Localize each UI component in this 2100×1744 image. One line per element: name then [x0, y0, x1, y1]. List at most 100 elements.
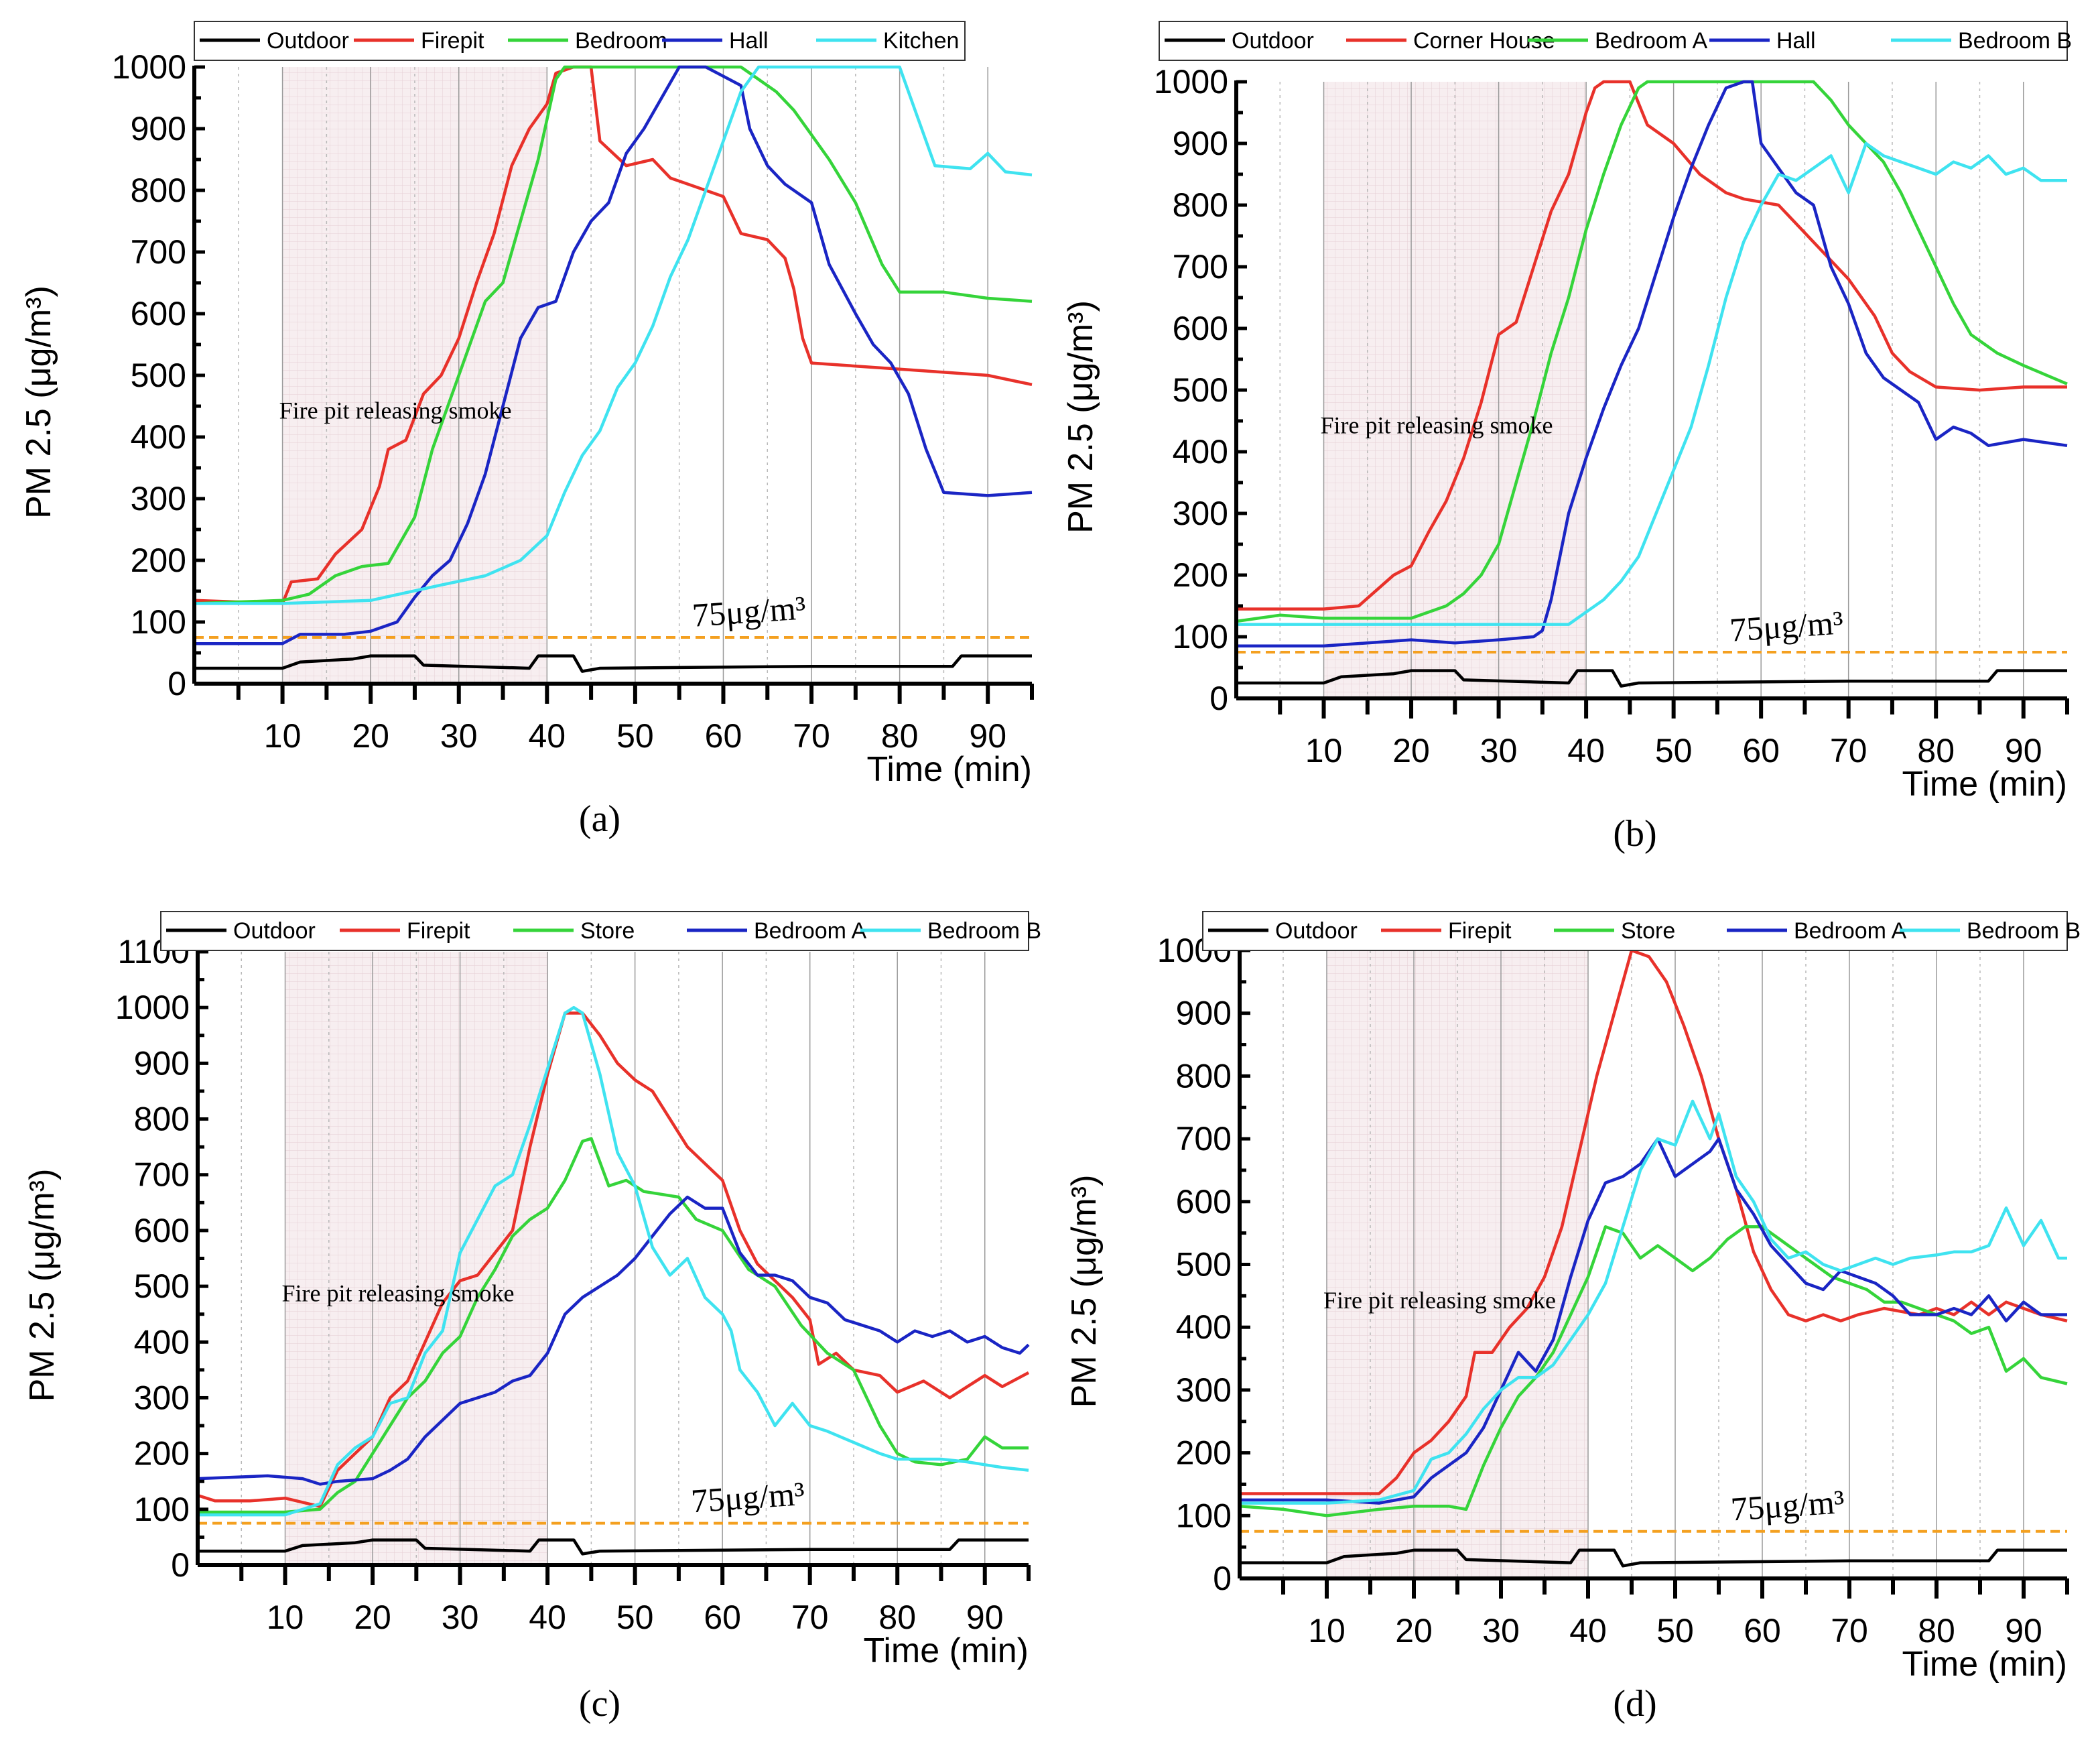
x-tick-label: 50: [616, 1599, 654, 1636]
legend-item: Bedroom A: [1528, 28, 1708, 54]
y-tick-label: 200: [1173, 556, 1228, 594]
y-tick-label: 300: [134, 1379, 190, 1416]
y-tick-label: 800: [1173, 186, 1228, 224]
x-tick-label: 30: [1482, 1612, 1520, 1649]
legend-label: Bedroom A: [754, 918, 867, 944]
y-tick-label: 100: [1173, 618, 1228, 656]
x-tick-label: 10: [1305, 732, 1343, 769]
annotation-fire-pit: Fire pit releasing smoke: [279, 397, 512, 424]
legend: Outdoor Corner House Bedroom A Hall Bedroom …: [1159, 21, 2072, 61]
y-tick-label: 200: [131, 542, 186, 579]
y-tick-label: 100: [131, 603, 186, 641]
legend-label: Firepit: [407, 918, 470, 944]
y-tick-label: 400: [1173, 433, 1228, 471]
series-line-store: [1239, 1225, 2068, 1517]
series-line-outdoor: [1236, 669, 2067, 688]
legend-label: Kitchen: [883, 28, 959, 54]
y-tick-label: 1000: [115, 989, 190, 1026]
y-tick-label: 300: [1173, 495, 1228, 532]
x-tick-label: 20: [1392, 732, 1430, 769]
legend-label: Store: [580, 918, 635, 944]
y-tick-label: 800: [134, 1101, 190, 1138]
legend-label: Firepit: [1448, 918, 1512, 944]
legend-item: Outdoor: [1208, 918, 1358, 944]
legend-label: Outdoor: [1232, 28, 1314, 54]
y-tick-label: 0: [1213, 1560, 1232, 1597]
series-line-bedroom: [194, 65, 1033, 605]
legend: Outdoor Firepit Store Bedroom A Bedroom B: [160, 911, 1041, 951]
panel-caption: (c): [579, 1683, 620, 1725]
y-tick-label: 600: [1176, 1183, 1232, 1221]
x-tick-label: 40: [529, 1599, 566, 1636]
x-axis-title: Time (min): [1902, 1645, 2068, 1684]
y-tick-label: 200: [1176, 1434, 1232, 1472]
x-tick-label: 10: [1308, 1612, 1346, 1649]
y-axis-title: PM 2.5 (μg/m³): [19, 286, 58, 519]
x-tick-label: 50: [616, 717, 654, 755]
legend-item: Hall: [662, 28, 769, 54]
panel-caption: (b): [1613, 813, 1656, 855]
x-axis-title: Time (min): [864, 1631, 1029, 1670]
y-tick-label: 700: [134, 1156, 190, 1194]
y-tick-label: 700: [131, 233, 186, 271]
x-axis-title: Time (min): [867, 750, 1033, 789]
y-tick-label: 1000: [1154, 63, 1228, 101]
y-tick-label: 900: [1173, 125, 1228, 162]
series-line-bedroom-a: [197, 1195, 1030, 1486]
series-line-kitchen: [194, 65, 1033, 605]
x-tick-label: 80: [1918, 1612, 1955, 1649]
legend-item: Store: [513, 918, 635, 944]
series-line-bedroom-b: [1240, 1099, 2067, 1505]
y-tick-label: 500: [131, 357, 186, 394]
legend-label: Bedroom A: [1595, 28, 1708, 54]
panel-caption: (d): [1613, 1683, 1656, 1725]
legend-label: Bedroom: [575, 28, 667, 54]
threshold-label: 75μg/m³: [1729, 603, 1845, 649]
x-tick-label: 10: [264, 717, 302, 755]
x-tick-label: 90: [969, 717, 1006, 755]
x-tick-label: 70: [1831, 1612, 1868, 1649]
x-tick-label: 20: [352, 717, 389, 755]
x-tick-label: 30: [440, 717, 478, 755]
y-tick-label: 100: [134, 1491, 190, 1528]
legend-item: Firepit: [354, 28, 484, 54]
x-tick-label: 50: [1656, 1612, 1694, 1649]
legend: Outdoor Firepit Store Bedroom A Bedroom B: [1202, 911, 2081, 951]
legend-item: Hall: [1709, 28, 1816, 54]
series-line-bedroom-a: [1240, 1137, 2067, 1505]
legend-label: Bedroom B: [927, 918, 1041, 944]
x-tick-label: 60: [1744, 1612, 1781, 1649]
x-tick-label: 40: [1569, 1612, 1607, 1649]
legend-label: Outdoor: [267, 28, 349, 54]
y-tick-label: 0: [1209, 680, 1228, 717]
threshold-label: 75μg/m³: [1729, 1483, 1845, 1528]
x-tick-label: 30: [442, 1599, 479, 1636]
x-tick-label: 20: [1395, 1612, 1433, 1649]
chart-panel-a: 0 100 200 300 400 500 600 700 800 900 1000 10 20 30 40…: [19, 21, 1034, 840]
x-tick-label: 40: [529, 717, 566, 755]
x-tick-label: 20: [354, 1599, 391, 1636]
y-tick-label: 700: [1176, 1120, 1232, 1158]
y-tick-label: 200: [134, 1435, 190, 1473]
legend-label: Hall: [1776, 28, 1816, 54]
x-tick-label: 90: [2005, 1612, 2042, 1649]
y-axis-title: PM 2.5 (μg/m³): [23, 1169, 62, 1402]
legend-label: Bedroom A: [1794, 918, 1907, 944]
y-tick-label: 300: [131, 480, 186, 517]
x-tick-label: 70: [1830, 732, 1867, 769]
x-tick-label: 70: [791, 1599, 829, 1636]
series-line-bedroom-a: [1236, 80, 2068, 623]
legend-label: Hall: [729, 28, 769, 54]
threshold-label: 75μg/m³: [691, 588, 807, 634]
legend-item: Kitchen: [816, 28, 959, 54]
legend-item: Bedroom B: [860, 918, 1041, 944]
y-tick-label: 400: [134, 1323, 190, 1361]
y-tick-label: 1000: [112, 48, 186, 86]
chart-panel-b: 0 100 200 300 400 500 600 700 800 900 1000 10 20 30 40…: [1061, 21, 2072, 855]
y-tick-label: 500: [1173, 371, 1228, 409]
annotation-fire-pit: Fire pit releasing smoke: [1321, 412, 1553, 438]
series-line-firepit: [1240, 948, 2068, 1495]
threshold-label: 75μg/m³: [690, 1475, 806, 1520]
